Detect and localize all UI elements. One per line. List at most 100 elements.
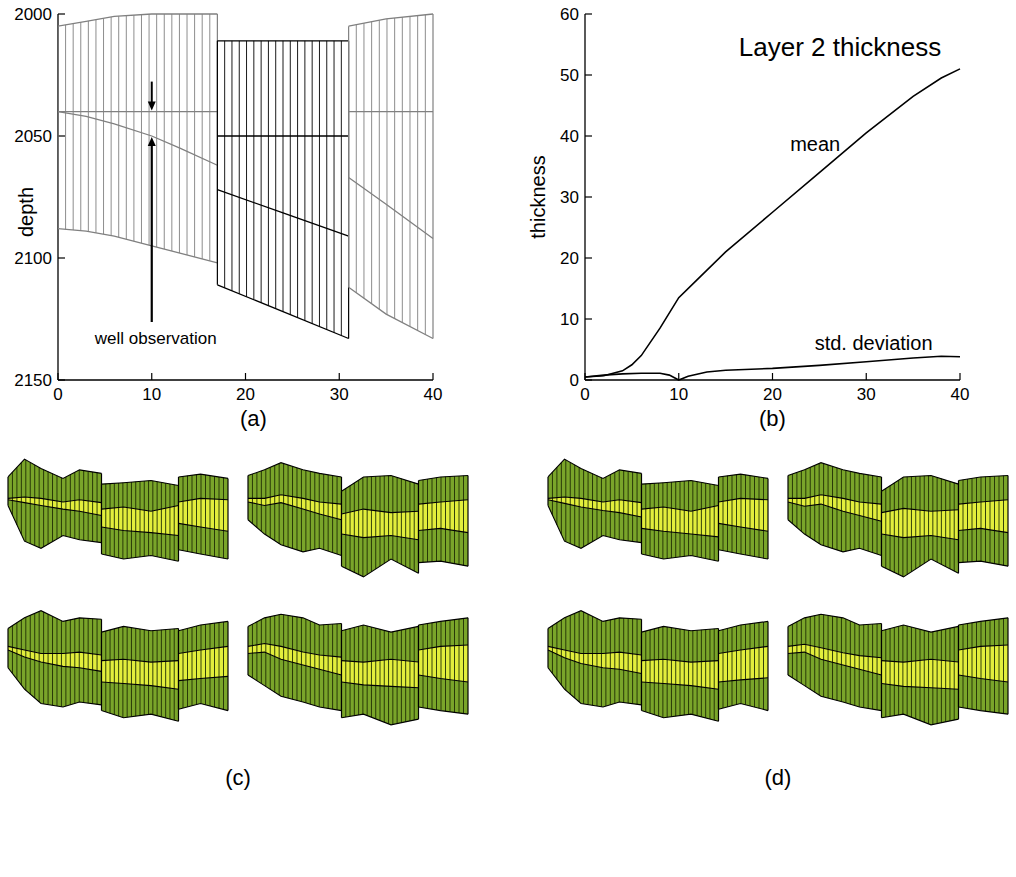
cell-line (688, 630, 689, 714)
y-tick (585, 196, 592, 197)
cell-line (565, 460, 566, 542)
panel-label: (b) (759, 406, 786, 431)
cell-line (745, 475, 746, 555)
cell-line (157, 482, 158, 557)
cell-line (337, 624, 338, 710)
layer-fill (959, 500, 1009, 533)
cell-line (645, 484, 646, 555)
horizon (58, 14, 217, 26)
cell-line (131, 628, 132, 717)
cell-line (127, 627, 128, 717)
cell-line (261, 619, 262, 683)
cell-line (314, 623, 315, 706)
cell-line (118, 628, 119, 716)
cell-line (932, 476, 933, 560)
cell-line (859, 625, 860, 707)
horizon (719, 646, 769, 653)
horizon (719, 703, 769, 710)
cell-line (409, 628, 410, 721)
cell-line (21, 463, 22, 535)
cell-line (754, 623, 755, 707)
x-tick-label: 10 (142, 385, 161, 404)
cell-line (210, 476, 211, 556)
cell-line (231, 41, 232, 291)
cell-line (194, 14, 195, 257)
cell-line (654, 629, 655, 715)
cell-line (459, 619, 460, 713)
fault-edge (881, 491, 882, 566)
cell-line (141, 15, 142, 243)
cell-line (288, 615, 289, 698)
horizon (179, 621, 229, 630)
cell-line (810, 467, 811, 537)
fault-edge (641, 484, 642, 554)
cell-line (741, 474, 742, 554)
layer-fill (419, 528, 469, 566)
cell-line (345, 630, 346, 717)
cell-line (745, 624, 746, 704)
cell-line (667, 482, 668, 558)
cell-line (845, 619, 846, 703)
cell-line (680, 629, 681, 716)
fault-edge (418, 625, 419, 707)
horizon (548, 650, 642, 674)
cell-line (945, 480, 946, 567)
cell-line (727, 628, 728, 706)
cell-line (362, 477, 363, 576)
cell-line (654, 483, 655, 557)
cell-line (949, 481, 950, 568)
cell-line (375, 628, 376, 719)
cell-line (43, 470, 44, 547)
cell-line (270, 467, 271, 537)
horizon (642, 682, 719, 689)
cell-line (628, 471, 629, 541)
cell-line (214, 476, 215, 556)
arrow-head (148, 102, 156, 111)
cell-line (570, 615, 571, 694)
cell-line (283, 464, 284, 546)
horizon (248, 675, 342, 711)
horizon (179, 523, 229, 531)
fault-edge (718, 477, 719, 550)
cell-line (945, 629, 946, 722)
horizon (248, 644, 342, 658)
cell-line (328, 624, 329, 708)
fault-edge (418, 481, 419, 563)
cell-line (192, 627, 193, 705)
cell-line (937, 477, 938, 562)
fault-edge (101, 632, 102, 710)
cell-line (114, 483, 115, 557)
cell-line (828, 615, 829, 698)
horizon (959, 675, 1009, 682)
cell-line (201, 474, 202, 554)
cell-line (819, 463, 820, 543)
cell-line (928, 631, 929, 723)
cell-line (907, 626, 908, 716)
cell-line (196, 626, 197, 704)
cell-line (323, 474, 324, 550)
cell-line (990, 620, 991, 712)
cell-line (265, 469, 266, 535)
cell-line (379, 20, 380, 309)
cell-line (650, 630, 651, 713)
x-tick-label: 0 (580, 385, 589, 404)
cell-line (48, 472, 49, 545)
cell-line (114, 629, 115, 715)
cell-line (144, 630, 145, 715)
cell-line (392, 632, 393, 725)
cell-line (409, 16, 410, 326)
cell-line (954, 627, 955, 720)
cell-line (592, 616, 593, 705)
cell-line (305, 470, 306, 551)
layer-fill (179, 474, 229, 502)
layer-fill (8, 459, 102, 503)
cell-line (561, 620, 562, 685)
cell-line (79, 470, 80, 540)
layer-fill (248, 652, 342, 711)
cell-line (623, 618, 624, 702)
cell-line (43, 612, 44, 704)
cell-line (432, 478, 433, 561)
x-tick-label: 30 (330, 385, 349, 404)
cell-line (632, 472, 633, 541)
cell-line (169, 484, 170, 559)
